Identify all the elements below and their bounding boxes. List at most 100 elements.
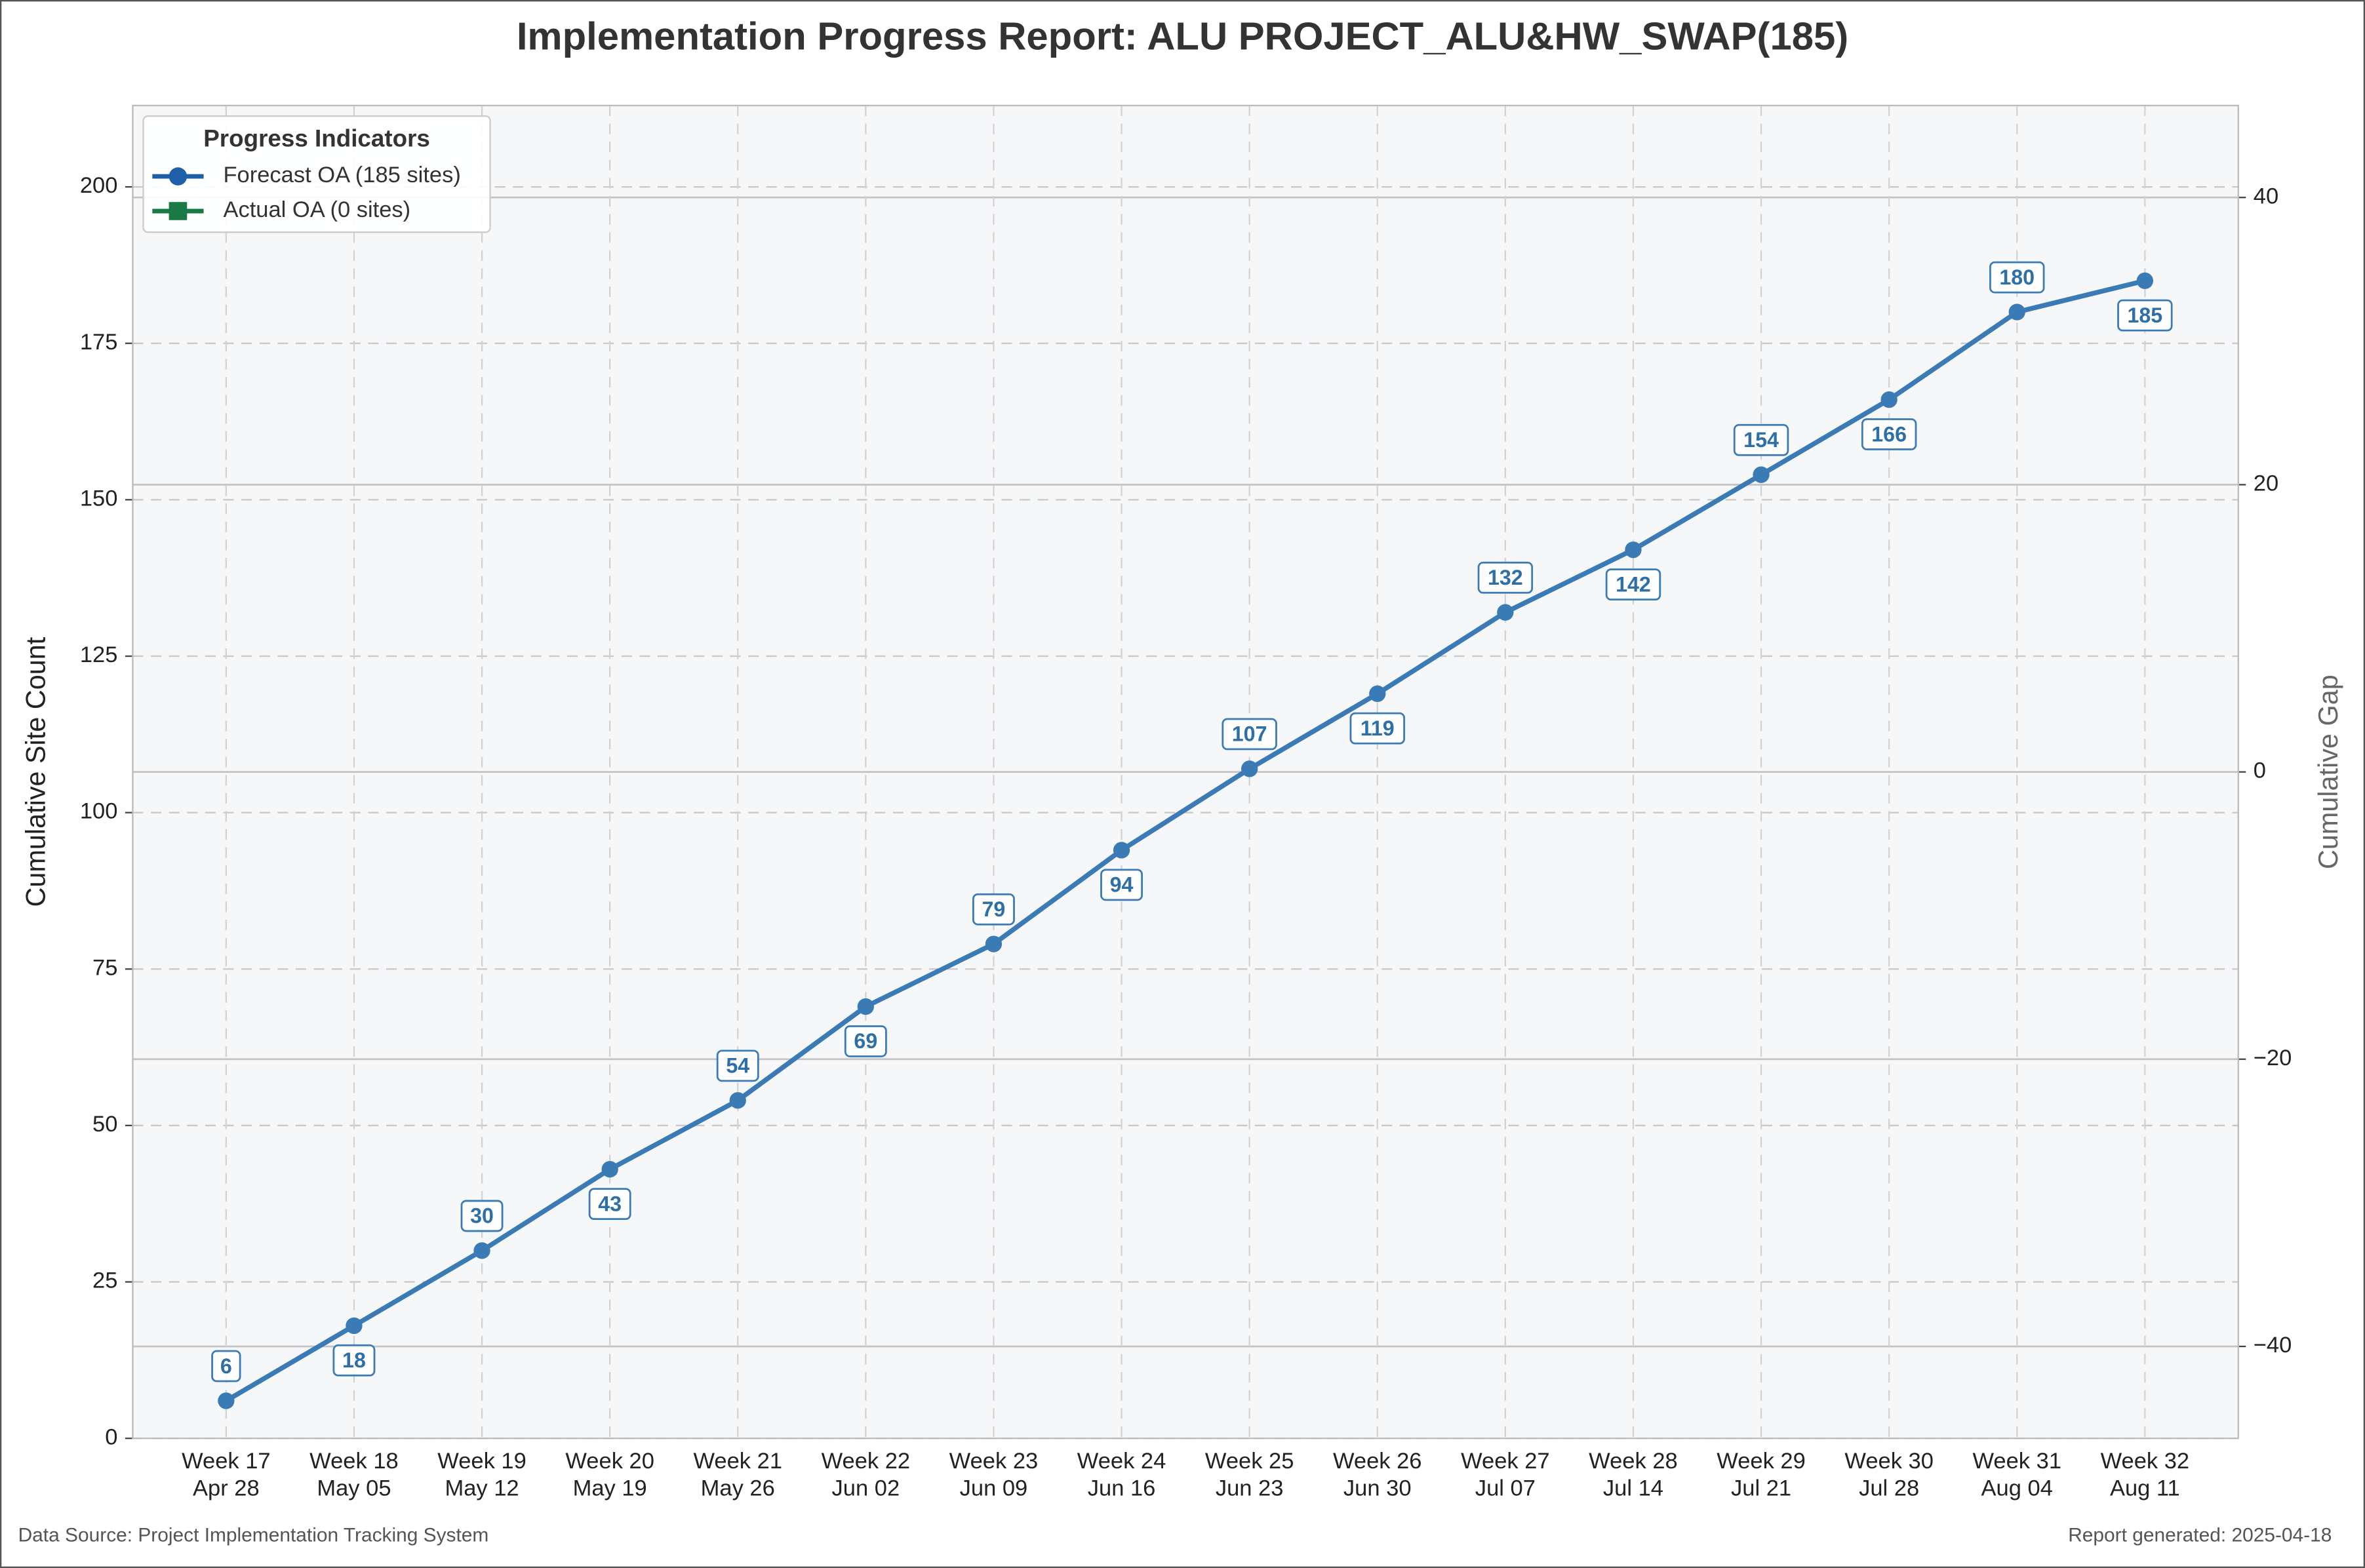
data-label-text: 79: [982, 897, 1006, 921]
x-tick-date: May 19: [573, 1476, 647, 1501]
y-tick-label: 50: [92, 1112, 117, 1137]
point: [346, 1317, 363, 1335]
data-label: 30: [460, 1200, 504, 1232]
data-label-box: [1861, 418, 1917, 450]
data-label: 94: [1100, 869, 1143, 901]
point: [218, 1392, 235, 1409]
point: [2008, 304, 2025, 321]
data-label-text: 69: [854, 1029, 877, 1053]
data-label-text: 43: [598, 1192, 622, 1215]
data-label-text: 30: [470, 1204, 494, 1228]
x-tick-date: Jul 07: [1475, 1476, 1536, 1501]
y2-tick-label: 20: [2254, 471, 2278, 496]
x-tick-label: Week 30: [1844, 1449, 1934, 1474]
data-label-text: 54: [726, 1054, 749, 1078]
y2-tick-label: −20: [2254, 1046, 2292, 1070]
plot-border: [132, 104, 2239, 1440]
y2-tick-label: 0: [2254, 758, 2266, 783]
data-label: 18: [332, 1344, 376, 1377]
y-tick-label: 125: [80, 642, 118, 667]
data-label-box: [1989, 261, 2045, 294]
chart-title: Implementation Progress Report: ALU PROJ…: [517, 14, 1848, 58]
data-label-box: [588, 1188, 631, 1221]
data-label-text: 166: [1871, 422, 1907, 446]
x-tick-label: Week 27: [1461, 1449, 1550, 1474]
x-tick-date: Jun 02: [832, 1476, 900, 1501]
legend-label: Actual OA (0 sites): [223, 197, 410, 222]
x-tick-label: Week 17: [182, 1449, 271, 1474]
x-tick-date: Jun 16: [1088, 1476, 1156, 1501]
data-label: 132: [1477, 561, 1534, 594]
legend-label: Forecast OA (185 sites): [223, 163, 460, 187]
data-label: 107: [1222, 718, 1277, 751]
data-label-box: [1733, 423, 1789, 456]
data-label: 119: [1349, 712, 1405, 745]
data-label: 54: [716, 1049, 759, 1082]
y-tick-label: 100: [80, 799, 118, 824]
x-tick-label: Week 20: [565, 1449, 654, 1474]
x-tick-date: Jul 14: [1603, 1476, 1663, 1501]
data-label-box: [844, 1025, 887, 1057]
x-tick-date: Aug 04: [1981, 1476, 2053, 1501]
point: [2136, 272, 2153, 289]
x-tick-label: Week 18: [309, 1449, 399, 1474]
y-axis-label: Cumulative Site Count: [20, 637, 50, 907]
point: [1753, 466, 1770, 483]
point: [985, 935, 1003, 952]
y2-tick-label: −40: [2254, 1333, 2292, 1358]
legend-box: [142, 115, 491, 233]
footer-date: Report generated: 2025-04-18: [2068, 1525, 2332, 1546]
point: [601, 1161, 618, 1178]
legend: Progress Indicators Forecast OA (185 site…: [142, 115, 491, 233]
data-label: 166: [1861, 418, 1917, 450]
point: [857, 998, 875, 1015]
point: [1113, 842, 1130, 859]
data-label-text: 132: [1488, 566, 1523, 589]
x-tick-date: May 26: [701, 1476, 775, 1501]
data-label: 43: [588, 1188, 631, 1221]
data-label-box: [1477, 561, 1534, 594]
x-tick-date: Jun 30: [1343, 1476, 1412, 1501]
data-label-text: 119: [1361, 716, 1395, 740]
x-tick-date: Jul 28: [1859, 1476, 1919, 1501]
legend-title: Progress Indicators: [203, 125, 430, 152]
x-tick-label: Week 28: [1589, 1449, 1678, 1474]
y-tick-label: 200: [80, 173, 118, 198]
point: [1880, 391, 1898, 408]
data-label-text: 94: [1110, 873, 1134, 897]
footer-source: Data Source: Project Implementation Trac…: [18, 1525, 489, 1546]
point: [1497, 604, 1514, 621]
series-line: [224, 278, 2146, 1403]
y-tick-label: 75: [92, 955, 117, 980]
point: [1625, 541, 1642, 559]
y2-tick-label: 40: [2254, 184, 2278, 208]
data-label-text: 107: [1232, 722, 1267, 746]
data-label-box: [2117, 299, 2173, 332]
data-label: 180: [1989, 261, 2045, 294]
x-tick-date: Aug 11: [2110, 1476, 2180, 1501]
x-tick-label: Week 25: [1205, 1449, 1294, 1474]
data-label: 154: [1733, 423, 1789, 456]
data-label-box: [1100, 869, 1143, 901]
x-tick-label: Week 19: [437, 1449, 527, 1474]
x-tick-date: Jun 09: [960, 1476, 1028, 1501]
legend-marker: [169, 202, 188, 220]
data-label-box: [1349, 712, 1405, 745]
data-label-box: [332, 1344, 376, 1377]
x-tick-label: Week 26: [1333, 1449, 1422, 1474]
y2-axis-label: Cumulative Gap: [2313, 675, 2343, 869]
x-tick-label: Week 23: [949, 1449, 1039, 1474]
data-label-box: [211, 1350, 241, 1382]
x-tick-date: Jun 23: [1216, 1476, 1284, 1501]
x-tick-date: May 05: [317, 1476, 391, 1501]
point: [473, 1242, 490, 1259]
point: [729, 1092, 746, 1109]
data-label-text: 180: [1999, 265, 2035, 289]
x-tick-label: Week 24: [1077, 1449, 1166, 1474]
data-label-box: [1222, 718, 1277, 751]
point: [1369, 685, 1386, 702]
data-label-text: 154: [1743, 428, 1779, 452]
data-label-text: 18: [342, 1348, 366, 1372]
y-tick-label: 0: [105, 1424, 117, 1449]
